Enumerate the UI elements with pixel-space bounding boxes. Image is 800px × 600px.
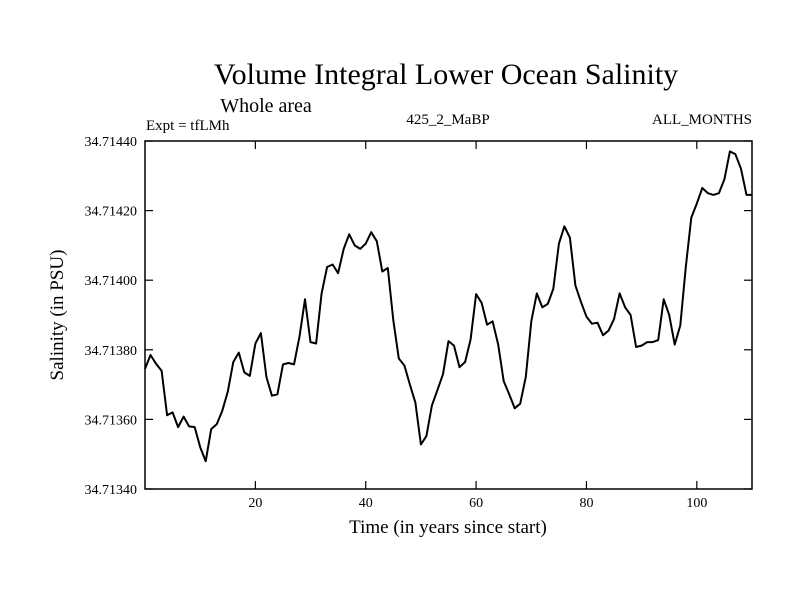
- period-label: 425_2_MaBP: [406, 112, 489, 128]
- plot-frame: [144, 140, 753, 490]
- y-tick-label: 34.71420: [85, 205, 138, 220]
- y-tick-label: 34.71360: [85, 413, 138, 428]
- chart-title: Volume Integral Lower Ocean Salinity: [214, 58, 678, 91]
- y-tick-label: 34.71340: [85, 483, 138, 498]
- x-axis-label: Time (in years since start): [349, 517, 547, 538]
- y-axis-ticks: 34.71340 34.71360 34.71380 34.71400 34.71420…: [85, 135, 752, 498]
- x-tick-label: 20: [248, 496, 262, 511]
- experiment-label: Expt = tfLMh: [146, 118, 230, 134]
- x-axis-ticks: 20 40 60 80 100: [248, 141, 707, 511]
- x-tick-label: 40: [359, 496, 373, 511]
- salinity-series-line: [144, 150, 752, 463]
- x-tick-label: 100: [686, 496, 707, 511]
- chart-subtitle: Whole area: [220, 95, 312, 117]
- x-tick-label: 60: [469, 496, 483, 511]
- y-axis-label: Salinity (in PSU): [47, 250, 68, 381]
- months-label: ALL_MONTHS: [652, 112, 752, 128]
- y-tick-label: 34.71400: [85, 274, 138, 289]
- x-tick-label: 80: [579, 496, 593, 511]
- y-tick-label: 34.71440: [85, 135, 138, 150]
- y-tick-label: 34.71380: [85, 344, 138, 359]
